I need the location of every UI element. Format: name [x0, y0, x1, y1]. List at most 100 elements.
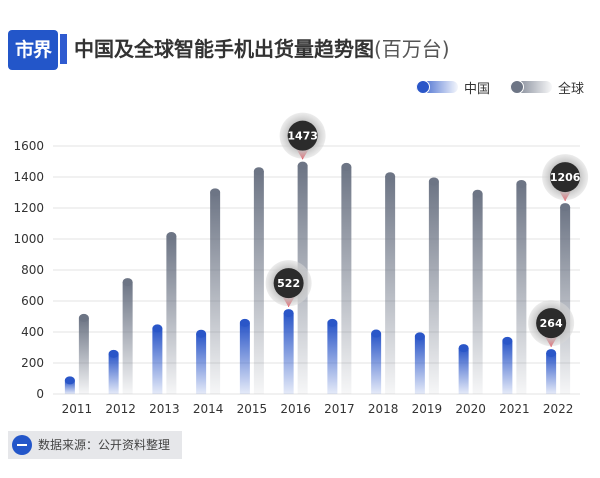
header: 市界 中国及全球智能手机出货量趋势图(百万台): [0, 0, 600, 72]
x-tick-label-2012: 2012: [105, 402, 136, 416]
bars: [64, 161, 571, 394]
bar-china-2014: [196, 333, 207, 394]
y-tick-label-0: 0: [36, 387, 44, 401]
bar-cap-china-2016: [283, 309, 294, 318]
chart-title-text: 中国及全球智能手机出货量趋势图: [74, 37, 374, 61]
callout-label-china-2022: 264: [540, 317, 563, 330]
bar-cap-global-2019: [428, 177, 439, 186]
bar-global-2017: [341, 166, 352, 394]
legend-item-china: 中国: [415, 78, 490, 97]
callout-label-china-2016: 522: [277, 277, 300, 290]
callout-bubble-global-2016: [287, 120, 318, 151]
bar-china-2022: [546, 353, 557, 394]
x-tick-label-2015: 2015: [237, 402, 268, 416]
source-note: 数据来源：公开资料整理: [8, 431, 182, 459]
bar-cap-global-2012: [122, 278, 133, 287]
bar-global-2011: [78, 317, 89, 394]
bar-china-2011: [64, 380, 75, 394]
bar-cap-global-2020: [472, 189, 483, 198]
bar-cap-china-2017: [327, 318, 338, 327]
y-tick-label-1600: 1600: [13, 139, 44, 153]
y-tick-label-1000: 1000: [13, 232, 44, 246]
bar-cap-china-2018: [371, 329, 382, 338]
callout-global-2022: 1206: [542, 154, 589, 202]
x-tick-label-2018: 2018: [368, 402, 399, 416]
callout-china-2022: 264: [528, 300, 575, 348]
y-tick-label-1400: 1400: [13, 170, 44, 184]
bar-cap-global-2016: [297, 161, 308, 170]
callout-global-2016: 1473: [279, 112, 326, 160]
bar-cap-china-2020: [458, 344, 469, 353]
bar-global-2021: [516, 183, 527, 394]
bar-china-2016: [283, 313, 294, 394]
bar-global-2018: [385, 176, 396, 394]
y-tick-label-200: 200: [21, 356, 44, 370]
bar-cap-global-2018: [385, 172, 396, 181]
bar-global-2019: [428, 181, 439, 394]
bar-cap-china-2015: [239, 318, 250, 327]
legend: 中国 全球: [396, 78, 584, 97]
legend-item-global: 全球: [509, 78, 584, 97]
y-tick-label-1200: 1200: [13, 201, 44, 215]
bar-cap-china-2019: [414, 332, 425, 341]
x-tick-label-2019: 2019: [412, 402, 443, 416]
callout-china-2016: 522: [265, 260, 312, 308]
x-tick-label-2020: 2020: [455, 402, 486, 416]
bar-cap-global-2015: [253, 167, 264, 176]
legend-swatch-china: [415, 80, 458, 94]
bar-cap-global-2013: [166, 232, 177, 241]
source-text: 数据来源：公开资料整理: [38, 438, 171, 452]
legend-label-global: 全球: [557, 81, 584, 97]
bar-china-2020: [458, 348, 469, 394]
bar-china-2012: [108, 353, 119, 394]
x-tick-label-2011: 2011: [62, 402, 93, 416]
bar-cap-global-2017: [341, 162, 352, 171]
legend-swatch-global: [509, 80, 552, 94]
chart-title: 中国及全球智能手机出货量趋势图(百万台): [74, 34, 450, 64]
bar-cap-china-2011: [64, 376, 75, 385]
chart-title-unit: (百万台): [374, 37, 450, 61]
bar-china-2021: [502, 340, 513, 394]
x-axis: 2011 2012 2013 2014 2015 2016 2017 2018 2019 2020…: [62, 402, 574, 416]
callout-bubble-china-2022: [536, 308, 567, 339]
bar-china-2018: [371, 333, 382, 394]
callout-bubble-china-2016: [273, 268, 304, 299]
bar-cap-global-2014: [210, 188, 221, 197]
bar-china-2013: [152, 328, 163, 394]
callout-label-global-2016: 1473: [287, 130, 318, 143]
bar-cap-china-2013: [152, 324, 163, 333]
x-tick-label-2021: 2021: [499, 402, 530, 416]
x-tick-label-2022: 2022: [543, 402, 574, 416]
bar-china-2017: [327, 322, 338, 394]
title-accent-bar: [60, 34, 67, 64]
bar-cap-china-2022: [546, 349, 557, 358]
bar-global-2022: [560, 207, 571, 394]
callout-bubble-global-2022: [550, 162, 581, 193]
bar-cap-global-2022: [560, 203, 571, 212]
bar-cap-china-2021: [502, 336, 513, 345]
legend-label-china: 中国: [463, 81, 490, 97]
bar-global-2012: [122, 282, 133, 394]
bar-china-2015: [239, 322, 250, 394]
y-tick-label-600: 600: [21, 294, 44, 308]
brand-logo: 市界: [8, 30, 58, 70]
x-tick-label-2014: 2014: [193, 402, 224, 416]
callouts: 1473 522 1206 264: [265, 112, 589, 348]
y-tick-label-800: 800: [21, 263, 44, 277]
y-axis: 0 200 400 600 800 1000 1200 1400 1600: [13, 139, 44, 401]
bar-cap-china-2012: [108, 349, 119, 358]
x-tick-label-2013: 2013: [149, 402, 180, 416]
bar-cap-china-2014: [196, 329, 207, 338]
bar-global-2014: [210, 192, 221, 394]
x-tick-label-2016: 2016: [280, 402, 311, 416]
bar-global-2013: [166, 236, 177, 394]
x-tick-label-2017: 2017: [324, 402, 355, 416]
bar-cap-global-2011: [78, 313, 89, 322]
bar-global-2020: [472, 193, 483, 394]
bar-cap-global-2021: [516, 179, 527, 188]
bar-china-2019: [414, 336, 425, 394]
callout-label-global-2022: 1206: [550, 171, 581, 184]
y-tick-label-400: 400: [21, 325, 44, 339]
bar-global-2015: [253, 171, 264, 394]
